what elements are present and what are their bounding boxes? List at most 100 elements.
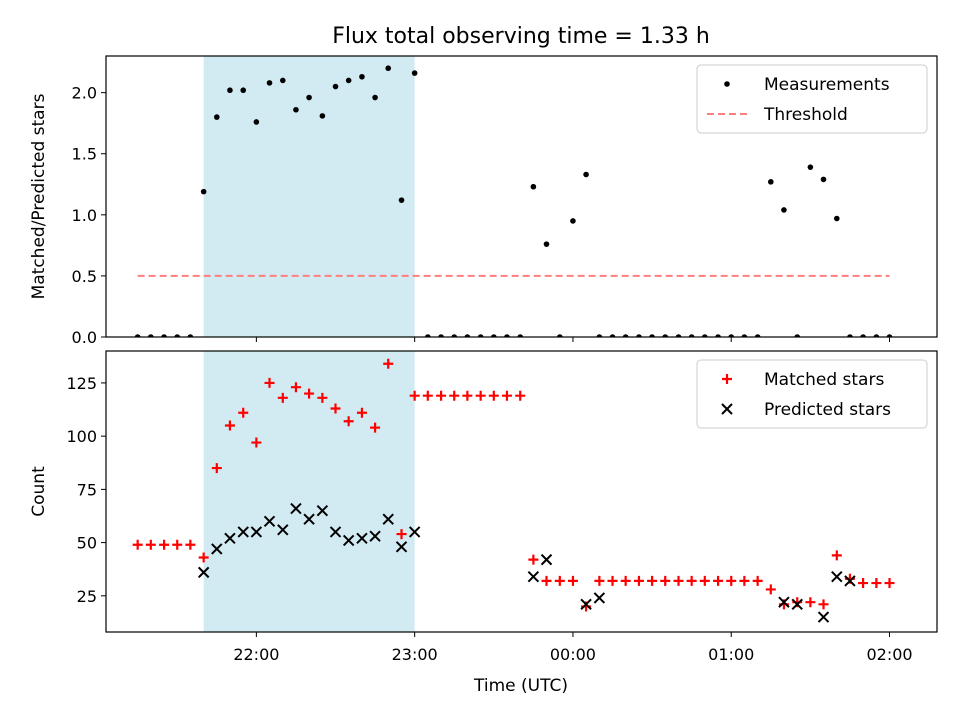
y-tick-label: 0.5 (72, 267, 97, 286)
measurement-point (491, 334, 497, 337)
measurement-point (253, 119, 260, 125)
legend-label: Predicted stars (764, 400, 891, 420)
matched-star-point (739, 575, 750, 586)
predicted-star-point (263, 515, 276, 528)
predicted-star-point (356, 532, 368, 545)
predicted-star-point (197, 566, 210, 579)
measurement-point (820, 176, 827, 183)
y-tick-label: 75 (77, 480, 97, 499)
measurement-point (359, 73, 365, 80)
measurement-point (886, 334, 893, 337)
measurement-point (860, 334, 866, 337)
measurement-point (768, 179, 774, 185)
x-tick-label: 22:00 (233, 645, 279, 664)
matched-star-point (805, 597, 816, 608)
measurement-point (134, 334, 141, 337)
measurement-point (332, 83, 339, 90)
predicted-star-point (224, 532, 236, 545)
matched-star-point (633, 575, 644, 586)
matched-star-point (317, 392, 328, 403)
predicted-star-point (540, 553, 553, 566)
predicted-star-point (817, 611, 830, 623)
predicted-star-point (250, 526, 263, 538)
y-tick-label: 0.0 (72, 328, 97, 347)
measurement-point (306, 94, 312, 101)
y-tick-label: 100 (66, 427, 97, 446)
legend-matched-swatch (722, 374, 732, 384)
y-tick-label: 2.0 (72, 84, 97, 103)
matched-star-point (277, 392, 288, 403)
measurement-point (451, 334, 458, 337)
predicted-star-point (211, 543, 223, 555)
measurement-point (438, 334, 444, 337)
matched-star-point (290, 382, 301, 393)
matched-star-point (343, 416, 354, 427)
matched-star-point (541, 575, 552, 586)
plot-area (134, 65, 893, 337)
y-axis-label: Count (29, 466, 49, 517)
measurement-point (741, 334, 748, 337)
legend-label: Threshold (763, 105, 848, 125)
matched-star-point (673, 575, 684, 586)
predicted-star-point (329, 526, 342, 538)
x-tick-label: 00:00 (550, 645, 596, 664)
y-axis-label: Matched/Predicted stars (29, 93, 49, 299)
predicted-star-point (316, 504, 329, 517)
top-panel: 0.0 0.5 1.0 1.5 2.0 Matched/Predicted stars Me… (29, 55, 938, 347)
matched-star-point (488, 390, 499, 401)
measurement-point (293, 106, 299, 113)
measurement-point (728, 334, 735, 337)
matched-star-point (264, 377, 275, 388)
matched-star-point (554, 575, 565, 586)
matched-star-point (594, 575, 605, 586)
measurement-point (345, 77, 352, 84)
measurement-point (517, 334, 524, 337)
matched-star-point (330, 403, 341, 414)
measurement-point (464, 334, 471, 337)
measurement-point (214, 114, 220, 120)
chart-title: Flux total observing time = 1.33 h (332, 24, 710, 49)
legend-box (696, 359, 928, 429)
y-tick-label: 50 (77, 534, 97, 553)
measurement-point (675, 334, 682, 337)
measurement-point (411, 70, 418, 76)
matched-star-point (409, 390, 420, 401)
measurement-point (477, 334, 484, 337)
measurement-point (622, 334, 629, 337)
matched-star-point (462, 390, 473, 401)
plot-area (132, 358, 895, 623)
matched-star-point (831, 550, 842, 561)
predicted-star-point (593, 592, 606, 604)
matched-star-point (818, 599, 829, 610)
predicted-star-point (831, 570, 843, 583)
measurement-point (161, 334, 167, 337)
measurement-point (424, 334, 431, 337)
measurement-point (200, 188, 207, 195)
measurement-point (701, 334, 708, 337)
measurement-point (834, 215, 840, 222)
predicted-star-point (342, 534, 355, 547)
measurement-point (319, 113, 326, 119)
measurement-point (847, 334, 853, 337)
measurement-point (240, 87, 247, 94)
matched-star-point (686, 575, 697, 586)
matched-star-point (422, 390, 433, 401)
matched-star-point (436, 390, 447, 401)
predicted-star-point (303, 513, 315, 525)
y-tick-label: 125 (66, 374, 97, 393)
predicted-star-point (580, 598, 592, 611)
measurement-point (583, 171, 589, 178)
measurement-point (570, 218, 576, 224)
measurement-point (807, 164, 814, 170)
measurement-point (873, 334, 880, 337)
matched-star-point (475, 390, 486, 401)
y-tick-label: 1.5 (72, 145, 97, 164)
matched-star-point (620, 575, 631, 586)
measurement-point (596, 334, 603, 337)
matched-star-point (132, 539, 143, 550)
measurement-point (372, 94, 378, 101)
matched-star-point (383, 358, 394, 369)
matched-star-point (515, 390, 526, 401)
matched-star-point (159, 539, 170, 550)
legend-box (696, 64, 928, 134)
